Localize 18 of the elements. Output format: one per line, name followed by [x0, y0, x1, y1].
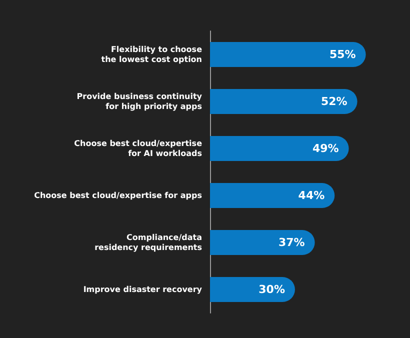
data-label: 44%: [298, 189, 325, 202]
data-label: 49%: [312, 142, 339, 155]
y-tick-label: Improve disaster recovery: [83, 285, 203, 294]
bar: [210, 89, 358, 114]
data-label: 52%: [320, 95, 348, 108]
bar: [210, 230, 315, 255]
y-tick-label: Choose best cloud/expertise for AI workloads: [74, 139, 203, 158]
y-tick-label: Provide business continuity for high priority apps: [76, 92, 203, 111]
bar: [210, 183, 335, 208]
bar: [210, 136, 349, 161]
bar: [210, 42, 366, 67]
y-tick-label: Choose best cloud/expertise for apps: [34, 191, 202, 200]
data-label: 30%: [258, 283, 285, 296]
data-label: 37%: [278, 236, 305, 249]
y-tick-label: Compliance/data residency requirements: [94, 233, 202, 252]
data-label: 55%: [329, 48, 356, 61]
y-tick-label: Flexibility to choose the lowest cost option: [101, 45, 203, 64]
bar: [210, 277, 295, 302]
